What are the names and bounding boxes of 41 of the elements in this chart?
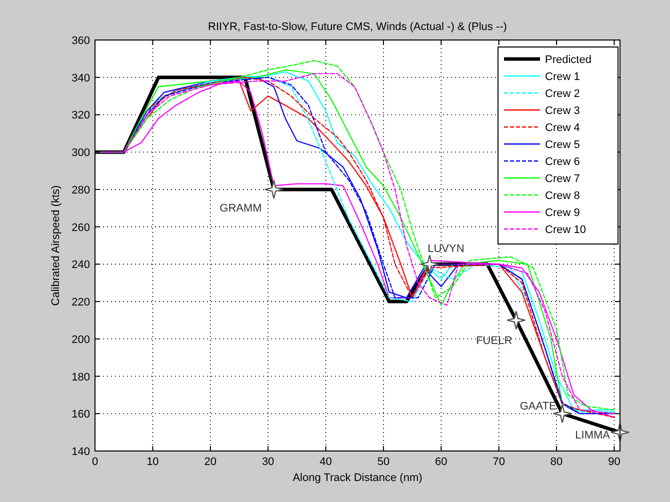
- x-axis-title: Along Track Distance (nm): [292, 472, 422, 484]
- x-tick-label: 80: [550, 456, 563, 468]
- y-tick-label: 220: [72, 296, 90, 309]
- x-tick-label: 20: [204, 456, 217, 468]
- y-tick-label: 320: [72, 110, 90, 122]
- legend-label: Crew 5: [545, 139, 580, 151]
- legend-label: Crew 6: [545, 156, 580, 168]
- legend-label: Crew 8: [545, 190, 580, 202]
- y-tick-label: 260: [72, 222, 90, 234]
- x-tick-label: 60: [435, 456, 448, 468]
- y-tick-label: 180: [72, 371, 90, 384]
- y-tick-label: 340: [72, 72, 90, 84]
- x-tick-label: 90: [608, 456, 620, 468]
- x-tick-label: 40: [320, 456, 332, 468]
- x-tick-label: 10: [146, 456, 159, 468]
- annotation: LIMMA: [575, 429, 611, 442]
- x-tick-label: 70: [492, 456, 505, 468]
- annotation: GRAMM: [220, 202, 262, 214]
- y-tick-label: 300: [72, 147, 90, 160]
- x-tick-label: 50: [377, 456, 390, 468]
- legend-label: Crew 9: [545, 207, 580, 219]
- y-tick-label: 280: [72, 184, 90, 196]
- legend-label: Crew 1: [545, 71, 580, 83]
- y-tick-label: 160: [72, 408, 90, 421]
- legend-label: Crew 2: [545, 88, 580, 100]
- y-tick-label: 360: [72, 35, 90, 47]
- y-axis-title: Calibrated Airspeed (kts): [50, 185, 62, 306]
- x-tick-label: 0: [92, 456, 98, 468]
- legend-label: Crew 10: [545, 224, 586, 236]
- y-tick-label: 140: [72, 446, 90, 458]
- legend-label: Crew 3: [545, 105, 580, 117]
- y-tick-label: 240: [72, 259, 90, 272]
- legend-label: Predicted: [545, 54, 592, 66]
- annotation: FUELR: [476, 335, 512, 348]
- y-tick-label: 200: [72, 334, 90, 346]
- chart-title: RIIYR, Fast-to-Slow, Future CMS, Winds (Actual -) & (Plus --): [208, 21, 507, 33]
- annotation: LUVYN: [428, 243, 464, 256]
- legend-label: Crew 4: [545, 122, 580, 134]
- x-tick-label: 30: [262, 456, 274, 468]
- annotation: GAATE: [520, 400, 556, 413]
- legend-label: Crew 7: [545, 173, 580, 185]
